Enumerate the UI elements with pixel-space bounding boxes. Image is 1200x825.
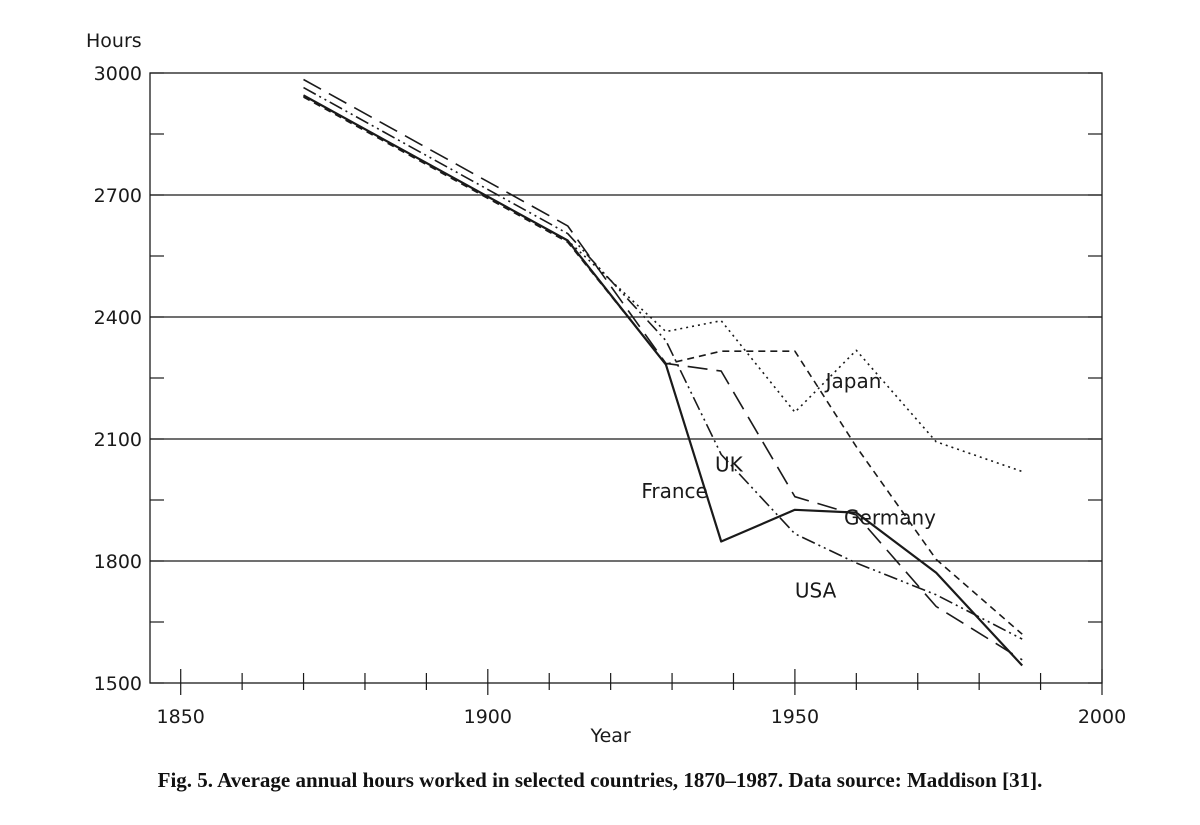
- figure-caption: Fig. 5. Average annual hours worked in s…: [157, 768, 1043, 792]
- y-tick-label: 2100: [94, 429, 142, 451]
- series-line-uk: [303, 78, 1023, 661]
- series-label-germany: Germany: [844, 505, 936, 529]
- series-line-japan: [303, 94, 1023, 473]
- y-tick-label: 2400: [94, 307, 142, 329]
- x-tick-label: 2000: [1078, 706, 1126, 728]
- y-axis-title: Hours: [86, 30, 142, 52]
- series-label-japan: Japan: [824, 369, 882, 393]
- y-tick-label: 2700: [94, 185, 142, 207]
- y-tick-label: 1500: [94, 673, 142, 695]
- series-line-usa: [303, 86, 1023, 640]
- series-line-germany: [303, 96, 1023, 635]
- series-label-uk: UK: [715, 453, 744, 477]
- plot-frame: [149, 72, 1103, 684]
- axis-ticks: 1500 1800 2100 2400 2700 3000 1850 1900 1950 2000: [94, 63, 1127, 728]
- y-tick-label: 3000: [94, 63, 142, 85]
- grid: [150, 194, 1102, 562]
- series-label-france: France: [641, 479, 708, 503]
- x-tick-label: 1950: [771, 706, 819, 728]
- line-chart: 1500 1800 2100 2400 2700 3000 1850 1900 1950 2000…: [86, 30, 1127, 747]
- series-line-france: [302, 94, 1024, 667]
- series-label-usa: USA: [795, 579, 837, 603]
- series-lines: [302, 78, 1024, 667]
- x-tick-label: 1900: [464, 706, 512, 728]
- x-tick-label: 1850: [157, 706, 205, 728]
- x-axis-title: Year: [590, 725, 631, 747]
- series-labels: Japan UK France Germany USA: [641, 369, 936, 602]
- y-tick-label: 1800: [94, 551, 142, 573]
